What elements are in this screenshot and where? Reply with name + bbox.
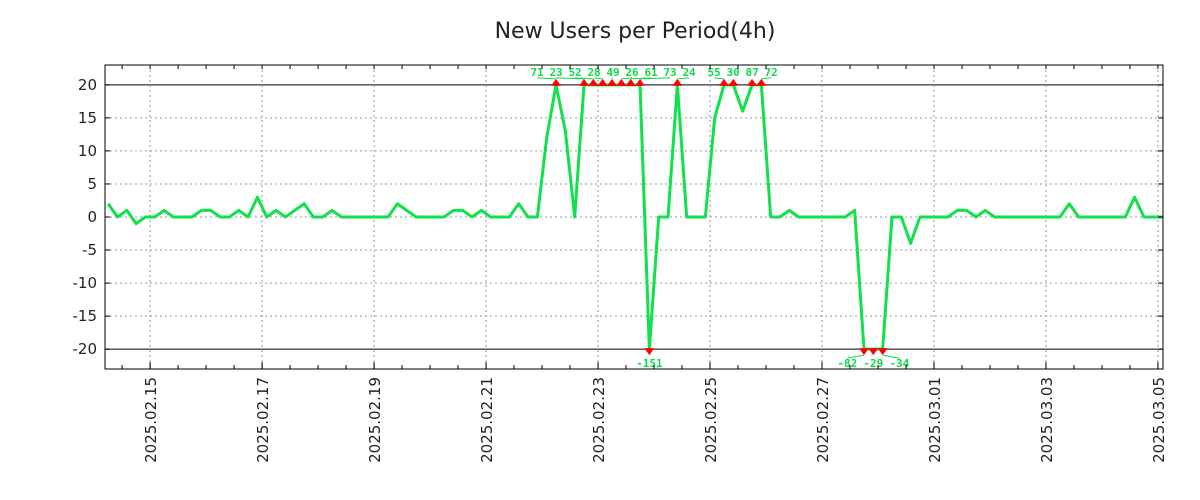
clip-marker-down	[877, 348, 888, 356]
clip-marker-up	[719, 78, 730, 86]
x-tick-label: 2025.02.15	[142, 377, 160, 463]
y-tick-label: 10	[78, 142, 97, 160]
clip-marker-down	[644, 348, 655, 356]
data-label: -29	[863, 357, 883, 370]
data-label: -82	[837, 357, 857, 370]
x-tick-label: 2025.03.01	[926, 377, 944, 463]
x-tick-label: 2025.02.19	[366, 377, 384, 463]
y-tick-label: 15	[78, 109, 97, 127]
data-label-leader	[575, 77, 594, 80]
data-label-leader	[537, 77, 557, 80]
clip-marker-up	[597, 78, 608, 86]
clip-marker-up	[607, 78, 618, 86]
clip-marker-up	[551, 78, 562, 86]
data-label: 49	[606, 66, 619, 79]
data-label: 24	[682, 66, 696, 79]
data-label-leader	[594, 77, 603, 80]
y-tick-label: -15	[73, 307, 98, 325]
clip-marker-up	[728, 78, 739, 86]
clip-marker-up	[625, 78, 636, 86]
chart-title: New Users per Period(4h)	[495, 19, 776, 44]
x-tick-label: 2025.02.23	[590, 377, 608, 463]
data-label-leader	[882, 354, 900, 359]
data-label-leader	[611, 77, 614, 80]
data-label: 73	[663, 66, 676, 79]
data-label: 72	[765, 66, 778, 79]
y-tick-label: -10	[73, 274, 98, 292]
data-label: 30	[727, 66, 740, 79]
data-label-leader	[761, 77, 772, 80]
clip-marker-up	[747, 78, 758, 86]
x-tick-label: 2025.03.05	[1150, 377, 1168, 463]
data-label: 71	[530, 66, 544, 79]
x-tick-label: 2025.02.21	[478, 377, 496, 463]
clip-marker-down	[868, 348, 879, 356]
y-tick-label: -20	[73, 340, 98, 358]
clip-marker-up	[616, 78, 627, 86]
data-label: 61	[644, 66, 658, 79]
clip-marker-down	[858, 348, 869, 356]
x-tick-label: 2025.02.17	[254, 377, 272, 463]
axes: 20 15 10 5 0 -5 -10 -15 -20 2025.02.15 2025.02.17 2…	[73, 64, 1168, 463]
data-label: 55	[708, 66, 721, 79]
y-tick-label: 20	[78, 76, 97, 94]
data-label: 23	[549, 66, 562, 79]
y-tick-label: 0	[87, 208, 97, 226]
data-label: 52	[568, 66, 581, 79]
data-label-leader	[556, 77, 585, 80]
data-label-leader	[677, 77, 690, 80]
clip-marker-up	[756, 78, 767, 86]
x-tick-label: 2025.03.03	[1038, 377, 1056, 463]
data-label: 28	[587, 66, 600, 79]
clip-marker-up	[672, 78, 683, 86]
x-tick-label: 2025.02.25	[702, 377, 720, 463]
data-label: 26	[625, 66, 639, 79]
data-label: -34	[889, 357, 909, 370]
y-tick-label: -5	[82, 241, 97, 259]
data-label-leader	[621, 77, 633, 80]
data-label-leader	[640, 77, 671, 80]
data-label: -151	[636, 357, 663, 370]
series-line	[106, 83, 1163, 351]
data-label-leader	[714, 77, 725, 80]
series: 71 23 52 28 49 26 61 73 -151 24 55 30 87 72 -82 -29 -34	[106, 66, 1163, 370]
y-tick-label: 5	[87, 175, 97, 193]
x-tick-label: 2025.02.27	[814, 377, 832, 463]
clip-marker-up	[588, 78, 599, 86]
clip-marker-up	[579, 78, 590, 86]
clip-marker-up	[635, 78, 646, 86]
plot-frame	[104, 64, 1164, 370]
data-label: 87	[746, 66, 759, 79]
data-label-leader	[847, 354, 865, 359]
